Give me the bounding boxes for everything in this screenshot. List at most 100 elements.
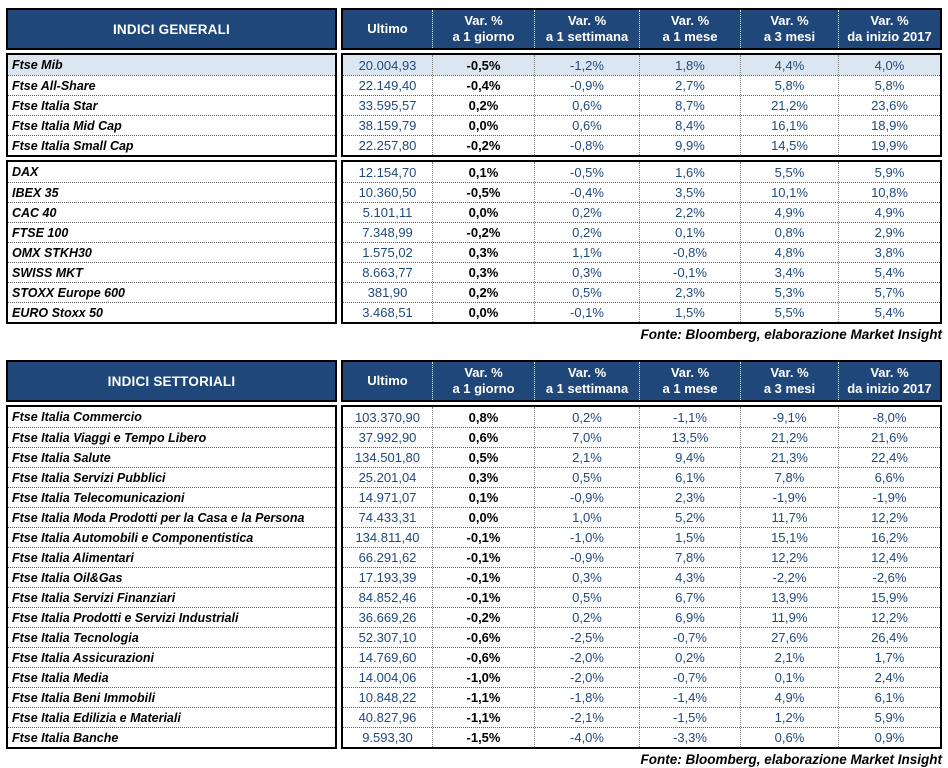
var-1d-cell: 0,5% [432,448,534,467]
index-name-cell: Ftse Italia Beni Immobili [8,687,335,707]
var-1m-cell: 1,6% [639,162,740,182]
ultimo-cell: 8.663,77 [362,265,413,280]
var-1d-cell: -0,6% [432,628,534,647]
var-1d-cell: 0,0% [432,203,534,222]
table-row: 36.669,26 -0,2% 0,2% 6,9% 11,9% 12,2% [343,607,940,627]
var-1m-cell: -1,4% [639,688,740,707]
index-name-cell: DAX [12,165,39,179]
var-3m-cell: 4,9% [740,688,838,707]
table-row: 14.971,07 0,1% -0,9% 2,3% -1,9% -1,9% [343,487,940,507]
ultimo-cell: 25.201,04 [358,470,417,485]
var-ytd-cell: 5,4% [838,263,940,282]
var-1d-cell: -0,6% [432,648,534,667]
var-1w-cell: -2,0% [534,668,639,687]
var-1m-cell: 1,5% [639,528,740,547]
var-ytd-cell: 12,4% [838,548,940,567]
ultimo-cell: 9.593,30 [362,730,413,745]
var-3m-cell: 2,1% [740,648,838,667]
index-name-cell: Ftse Italia Banche [8,727,335,747]
index-name-cell: STOXX Europe 600 [8,282,335,302]
table-row: 381,90 0,2% 0,5% 2,3% 5,3% 5,7% [343,282,940,302]
index-name-cell: Ftse All-Share [8,75,335,95]
var-ytd-cell: 5,9% [838,708,940,727]
var-1d-cell: -1,1% [432,688,534,707]
ultimo-cell: 14.004,06 [358,670,417,685]
ultimo-cell: 38.159,79 [358,118,417,133]
index-name-cell: Ftse Italia Mid Cap [8,115,335,135]
ultimo-cell: 14.769,60 [358,650,417,665]
ultimo-cell: 52.307,10 [358,630,417,645]
var-ytd-cell: -2,6% [838,568,940,587]
var-1w-cell: 0,6% [534,96,639,115]
index-name-cell: FTSE 100 [8,222,335,242]
table-row: 52.307,10 -0,6% -2,5% -0,7% 27,6% 26,4% [343,627,940,647]
var-1w-cell: 0,3% [534,263,639,282]
var-1w-cell: -0,9% [534,548,639,567]
table-row: 9.593,30 -1,5% -4,0% -3,3% 0,6% 0,9% [343,727,940,747]
column-header-var-1w: Var. % a 1 settimana [534,10,639,48]
var-1m-cell: 0,1% [639,223,740,242]
ultimo-cell: 74.433,31 [358,510,417,525]
var-1m-cell: -1,1% [639,407,740,427]
table-body: Ftse Mib Ftse All-Share Ftse Italia Star Ft… [6,53,942,324]
var-1w-cell: 7,0% [534,428,639,447]
var-1d-cell: -0,2% [432,136,534,155]
var-1w-cell: -0,9% [534,488,639,507]
var-3m-cell: 11,7% [740,508,838,527]
table-title: INDICI SETTORIALI [6,360,337,402]
table-body: Ftse Italia Commercio Ftse Italia Viaggi … [6,405,942,749]
var-1d-cell: 0,6% [432,428,534,447]
var-1w-cell: -0,8% [534,136,639,155]
table-row: 8.663,77 0,3% 0,3% -0,1% 3,4% 5,4% [343,262,940,282]
var-ytd-cell: -8,0% [838,407,940,427]
index-name-cell: Ftse Italia Oil&Gas [8,567,335,587]
var-1m-cell: -0,7% [639,668,740,687]
var-1w-cell: 0,5% [534,468,639,487]
index-name-cell: Ftse Italia Star [8,95,335,115]
var-1d-cell: -1,5% [432,728,534,747]
table-row: 10.848,22 -1,1% -1,8% -1,4% 4,9% 6,1% [343,687,940,707]
var-3m-cell: 0,6% [740,728,838,747]
var-1d-cell: 0,1% [432,162,534,182]
var-ytd-cell: 22,4% [838,448,940,467]
index-names-box: Ftse Italia Commercio Ftse Italia Viaggi … [6,405,337,749]
ultimo-cell: 5.101,11 [362,205,413,220]
var-ytd-cell: 16,2% [838,528,940,547]
var-1m-cell: 6,9% [639,608,740,627]
index-name-cell: CAC 40 [8,202,335,222]
var-1d-cell: -0,4% [432,76,534,95]
ultimo-cell: 33.595,57 [358,98,417,113]
ultimo-cell: 103.370,90 [354,409,421,425]
table-header-row: INDICI SETTORIALI Ultimo Var. % a 1 giorno… [6,360,942,402]
row-group: Ftse Italia Commercio Ftse Italia Viaggi … [6,405,942,749]
var-1d-cell: -0,1% [432,528,534,547]
var-3m-cell: -2,2% [740,568,838,587]
var-3m-cell: 27,6% [740,628,838,647]
values-box: 12.154,70 0,1% -0,5% 1,6% 5,5% 5,9% 10.360,50-… [341,160,942,324]
index-name-cell: Ftse Italia Automobili e Componentistica [8,527,335,547]
var-1m-cell: 8,4% [639,116,740,135]
var-3m-cell: 5,3% [740,283,838,302]
ultimo-cell: 1.575,02 [362,245,413,260]
var-1w-cell: -0,4% [534,183,639,202]
index-name-cell: EURO Stoxx 50 [8,302,335,322]
ultimo-cell: 84.852,46 [358,590,417,605]
var-3m-cell: 21,2% [740,96,838,115]
var-ytd-cell: 19,9% [838,136,940,155]
table-row: 14.004,06 -1,0% -2,0% -0,7% 0,1% 2,4% [343,667,940,687]
var-ytd-cell: 6,1% [838,688,940,707]
table-row: 134.811,40 -0,1% -1,0% 1,5% 15,1% 16,2% [343,527,940,547]
index-names-box: DAX IBEX 35 CAC 40 FTSE 100 OMX STKH30 SWISS … [6,160,337,324]
table-row: 10.360,50 -0,5% -0,4% 3,5% 10,1% 10,8% [343,182,940,202]
column-header-var-ytd: Var. % da inizio 2017 [838,362,940,400]
var-1m-cell: 5,2% [639,508,740,527]
var-3m-cell: 14,5% [740,136,838,155]
var-1d-cell: 0,3% [432,263,534,282]
var-ytd-cell: 10,8% [838,183,940,202]
var-1m-cell: 13,5% [639,428,740,447]
column-headers: Ultimo Var. % a 1 giorno Var. % a 1 settiman… [341,360,942,402]
values-box: 20.004,93 -0,5% -1,2% 1,8% 4,4% 4,0% 22.149,40… [341,53,942,157]
var-1d-cell: 0,2% [432,283,534,302]
ultimo-cell: 22.257,80 [358,138,417,153]
var-1w-cell: 0,5% [534,588,639,607]
